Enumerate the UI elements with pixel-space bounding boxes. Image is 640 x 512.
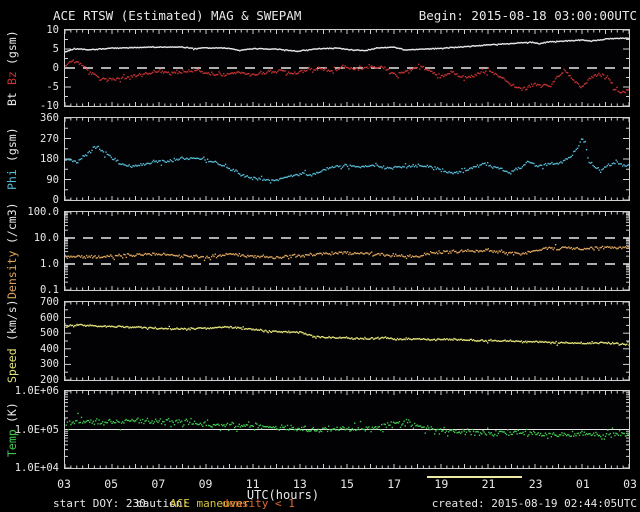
footer: start DOY: 230 caution: ACE maneuver den… — [0, 497, 640, 511]
y-tick-label: 300 — [40, 358, 59, 371]
x-tick-label: 13 — [292, 477, 307, 491]
y-tick-label: 200 — [40, 374, 59, 386]
y-axis-label-part: Phi — [5, 169, 19, 191]
y-axis-label-part: Speed — [5, 347, 19, 383]
y-tick-label: 500 — [40, 327, 59, 340]
y-tick-label: 600 — [40, 311, 59, 324]
x-tick-label: 17 — [387, 477, 402, 491]
caution-label: caution: — [136, 497, 189, 510]
x-tick-label: 19 — [434, 477, 449, 491]
y-tick-label: 0 — [52, 194, 59, 206]
begin-timestamp: Begin: 2015-08-18 03:00:00UTC — [418, 8, 637, 23]
y-axis-label-phi: Phi (gsm) — [4, 117, 20, 201]
y-tick-label: 1.0E+06 — [14, 385, 59, 397]
y-axis-label-part: Bt — [5, 92, 19, 107]
y-tick-label: -5 — [46, 81, 59, 93]
y-axis-label-part: (gsm) — [5, 29, 19, 65]
x-axis-title: UTC(hours) — [246, 488, 320, 502]
x-tick-label: 23 — [528, 477, 543, 491]
ace-maneuver-label: ACE maneuver — [170, 497, 250, 510]
y-tick-label: -10 — [40, 100, 59, 112]
y-tick-label: 400 — [40, 342, 59, 355]
y-tick-label: 0.1 — [40, 284, 59, 296]
y-axis-label-temp: Temp (K) — [4, 390, 20, 469]
y-axis-label-density: Density (/cm3) — [4, 203, 20, 300]
y-tick-label: 100.0 — [27, 206, 59, 218]
y-tick-label: 1.0 — [40, 258, 59, 270]
y-tick-label: 10 — [46, 24, 59, 36]
y-axis-label-part: (/cm3) — [5, 202, 19, 245]
x-tick-label: 09 — [198, 477, 213, 491]
y-axis-label-part: (gsm) — [5, 127, 19, 163]
y-tick-label: 700 — [40, 296, 59, 308]
x-tick-label: 01 — [575, 477, 590, 491]
y-axis-label-part: Bz — [5, 71, 19, 86]
title-bar: ACE RTSW (Estimated) MAG & SWEPAM Begin:… — [53, 8, 637, 23]
y-tick-label: 1.0E+04 — [14, 462, 59, 474]
y-tick-label: 10.0 — [33, 232, 59, 244]
density-caution-label: density < 1 — [222, 497, 295, 510]
y-axis-label-part: (K) — [5, 401, 19, 423]
x-tick-label: 05 — [104, 477, 119, 491]
y-tick-label: 360 — [40, 112, 59, 124]
x-tick-label: 03 — [57, 477, 71, 491]
x-tick-label: 15 — [340, 477, 354, 491]
plot-title: ACE RTSW (Estimated) MAG & SWEPAM — [53, 8, 302, 23]
y-tick-label: 0 — [52, 62, 59, 74]
maneuver-indicator-bar — [427, 476, 522, 478]
panel-phi — [64, 117, 630, 201]
y-axis-label-btbz: Bt Bz (gsm) — [4, 29, 20, 107]
created-timestamp: created: 2015-08-19 02:44:05UTC — [431, 497, 637, 510]
panel-temp — [64, 390, 630, 469]
panel-speed — [64, 301, 630, 381]
x-tick-label: 03 — [623, 477, 637, 491]
start-doy-label: start DOY: 230 — [53, 497, 146, 510]
y-axis-label-part: (km/s) — [5, 299, 19, 341]
y-tick-label: 90 — [46, 173, 59, 186]
y-tick-label: 180 — [40, 153, 59, 165]
y-tick-label: 5 — [52, 43, 59, 55]
x-tick-label: 21 — [481, 477, 496, 491]
y-axis-label-speed: Speed (km/s) — [4, 299, 20, 383]
y-axis-label-part: Temp — [5, 429, 19, 458]
panel-bt-bz — [64, 29, 630, 107]
panel-density — [64, 211, 630, 291]
x-tick-label: 11 — [245, 477, 260, 491]
y-axis-label-part: Density — [5, 251, 19, 300]
y-tick-label: 270 — [40, 132, 59, 145]
x-tick-label: 07 — [151, 477, 166, 491]
y-tick-label: 1.0E+05 — [14, 423, 59, 436]
